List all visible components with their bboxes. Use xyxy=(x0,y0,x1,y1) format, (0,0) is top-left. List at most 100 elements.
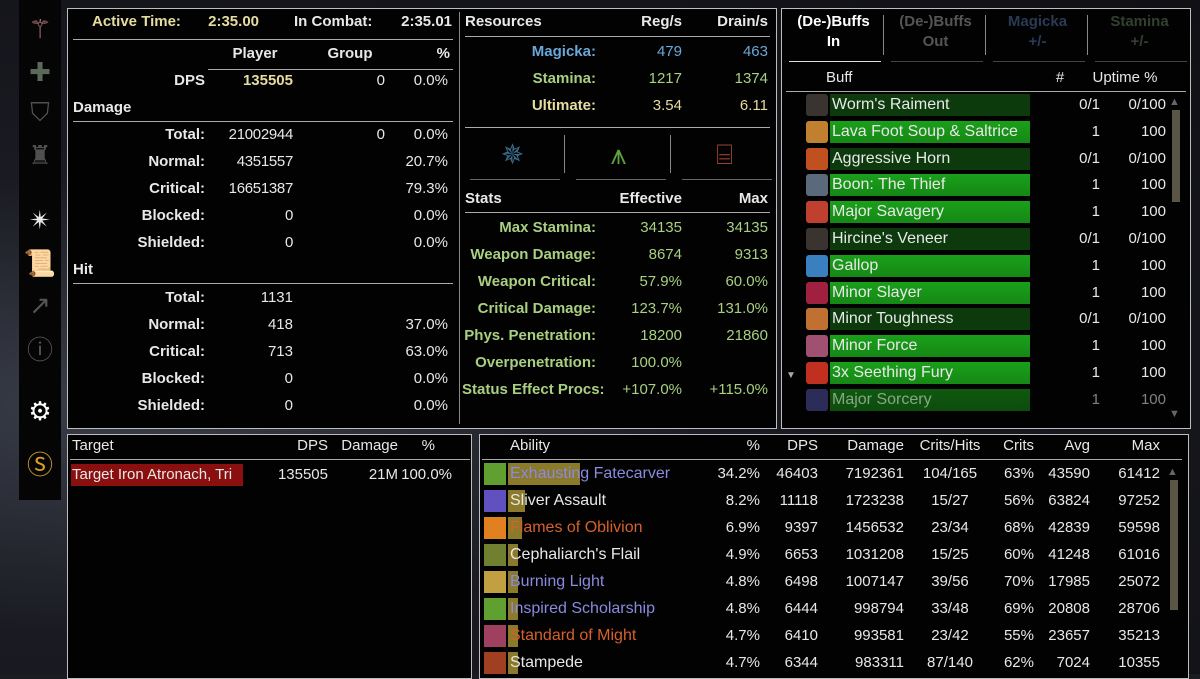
ability-name: Exhausting Fatecarver xyxy=(510,465,671,482)
plus-icon[interactable]: ✚ xyxy=(29,57,51,87)
divider xyxy=(1087,15,1088,55)
stat-effective: 100.0% xyxy=(631,354,682,371)
hit-pct: 0.0% xyxy=(413,370,448,387)
scroll-icon[interactable]: 📜 xyxy=(23,248,57,278)
ability-damage: 7192361 xyxy=(845,465,904,482)
buff-name: 3x Seething Fury xyxy=(832,364,953,381)
buff-uptime-bar xyxy=(830,201,1030,224)
scroll-up-icon[interactable]: ▲ xyxy=(1169,96,1180,108)
ability-crits: 60% xyxy=(1003,546,1034,563)
col-drain: Drain/s xyxy=(717,13,768,30)
expand-arrow-icon[interactable]: ▼ xyxy=(786,370,796,381)
col-target-pct: % xyxy=(421,437,435,454)
buff-count: 1 xyxy=(1091,122,1100,140)
stat-label: Status Effect Procs: xyxy=(462,381,605,398)
abilities-scrollbar[interactable] xyxy=(1170,480,1178,610)
hit-pct: 63.0% xyxy=(405,343,448,360)
gear-icon[interactable]: ⚙ xyxy=(28,396,52,426)
tab-buffs-3[interactable]: Stamina +/- xyxy=(1092,12,1187,52)
hit-player: 0 xyxy=(284,397,293,414)
scroll-down-icon[interactable]: ▼ xyxy=(1169,408,1180,420)
ability-icon xyxy=(484,571,506,593)
ability-avg: 42839 xyxy=(1048,519,1090,536)
chart-up-icon[interactable]: ↗ xyxy=(29,290,51,320)
col-crits-hits: Crits/Hits xyxy=(919,437,981,454)
ability-avg: 43590 xyxy=(1048,465,1090,482)
info-icon[interactable]: ⓘ xyxy=(26,335,53,365)
castle-icon[interactable]: ♜ xyxy=(28,140,52,170)
buff-name: Aggressive Horn xyxy=(832,149,951,167)
tab-buffs-1[interactable]: (De-)Buffs Out xyxy=(888,12,983,52)
target-name: Target Iron Atronach, Tri xyxy=(72,466,233,483)
resource-reg: 3.54 xyxy=(652,97,682,114)
target-row-highlight[interactable] xyxy=(71,464,243,486)
ability-icon xyxy=(484,598,506,620)
stat-label: Overpenetration: xyxy=(475,354,596,371)
resource-drain: 1374 xyxy=(734,70,768,87)
divider xyxy=(70,459,470,460)
buff-uptime-bar xyxy=(830,228,1030,250)
tab-buffs-2[interactable]: Magicka +/- xyxy=(990,12,1085,52)
buff-uptime-bar xyxy=(830,94,1030,116)
ability-max: 10355 xyxy=(1118,654,1160,671)
ability-crits: 56% xyxy=(1003,492,1034,509)
ability-avg: 17985 xyxy=(1048,573,1090,590)
resource-drain: 6.11 xyxy=(739,97,768,114)
buff-name: Boon: The Thief xyxy=(832,176,946,194)
ability-pct: 4.9% xyxy=(725,546,760,563)
scroll-up-icon[interactable]: ▲ xyxy=(1167,466,1178,478)
ability-icon xyxy=(484,490,506,512)
buff-count: 1 xyxy=(1091,390,1100,408)
ability-share-bar xyxy=(508,571,519,593)
divider xyxy=(465,212,770,213)
buff-uptime: 0/100 xyxy=(1128,149,1166,167)
ability-dps: 6498 xyxy=(784,573,818,590)
ability-name: Sliver Assault xyxy=(510,492,607,509)
buff-uptime-bar xyxy=(830,362,1030,384)
stat-max: 9313 xyxy=(734,246,768,263)
ability-pct: 8.2% xyxy=(725,492,760,509)
damage-pct: 0.0% xyxy=(413,234,448,251)
buff-count: 1 xyxy=(1091,256,1100,274)
ability-dps: 9397 xyxy=(784,519,818,536)
ability-share-bar xyxy=(508,625,518,647)
resource-label: Ultimate: xyxy=(531,97,596,114)
buff-uptime-bar xyxy=(830,281,1030,304)
col-uptime: Uptime % xyxy=(1092,69,1158,86)
ability-pct: 4.7% xyxy=(725,654,760,671)
buff-uptime: 100 xyxy=(1140,176,1166,194)
health-icon[interactable]: ⌸ xyxy=(716,139,733,170)
buff-count: 1 xyxy=(1091,176,1100,194)
star-burst-icon[interactable]: ✴ xyxy=(29,205,51,235)
ability-pct: 4.7% xyxy=(725,627,760,644)
ability-max: 97252 xyxy=(1118,492,1160,509)
buff-icon xyxy=(806,281,828,304)
shield-icon[interactable]: ⛉ xyxy=(30,97,50,127)
s-coin-icon[interactable]: Ⓢ xyxy=(26,450,53,480)
buff-uptime: 100 xyxy=(1140,256,1166,274)
axe-icon[interactable]: ⚚ xyxy=(28,14,52,44)
buffs-scrollbar[interactable] xyxy=(1172,110,1180,202)
ability-avg: 23657 xyxy=(1048,627,1090,644)
magicka-icon[interactable]: ✵ xyxy=(500,139,525,170)
buff-uptime-bar xyxy=(830,120,1030,143)
buff-uptime-bar xyxy=(830,308,1030,331)
ability-name: Stampede xyxy=(510,654,583,671)
damage-pct: 20.7% xyxy=(405,153,448,170)
ability-share-bar xyxy=(508,463,580,485)
ability-share-bar xyxy=(508,652,518,674)
damage-player: 16651387 xyxy=(228,180,294,197)
divider xyxy=(465,36,770,37)
ability-crits: 63% xyxy=(1003,465,1034,482)
divider xyxy=(465,127,770,128)
ability-share-bar xyxy=(508,544,519,566)
tab-label: Stamina xyxy=(1110,13,1169,30)
divider xyxy=(883,15,884,55)
buff-name: Major Savagery xyxy=(832,203,945,221)
buff-name: Gallop xyxy=(832,256,879,274)
stamina-icon[interactable]: ⩚ xyxy=(610,139,627,170)
tab-buffs-0[interactable]: (De-)Buffs In xyxy=(786,12,881,52)
abilities-panel xyxy=(479,434,1189,679)
buff-icon xyxy=(806,174,828,197)
ability-icon xyxy=(484,652,506,674)
